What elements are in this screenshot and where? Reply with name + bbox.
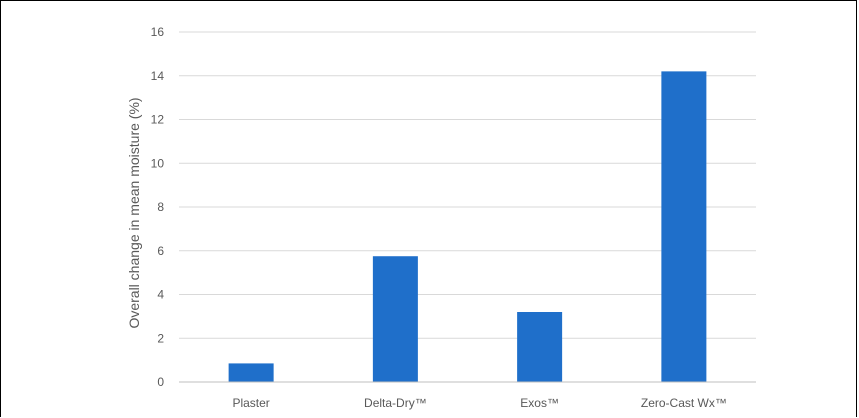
x-tick-label: Exos™ (520, 396, 559, 410)
x-tick-label: Plaster (232, 396, 269, 410)
y-tick-label: 12 (151, 113, 165, 127)
x-tick-label: Delta-Dry™ (364, 396, 427, 410)
bars (228, 71, 707, 382)
y-tick-label: 8 (157, 200, 164, 214)
x-tick-labels: Plaster Delta-Dry™ Exos™ Zero-Cast Wx™ (232, 396, 726, 410)
bar (517, 312, 563, 382)
y-tick-label: 2 (157, 331, 164, 345)
y-tick-label: 10 (151, 156, 165, 170)
y-tick-label: 0 (157, 375, 164, 389)
y-axis-title: Overall change in mean moisture (%) (126, 97, 142, 328)
y-tick-label: 4 (157, 288, 164, 302)
y-tick-label: 14 (151, 69, 165, 83)
y-tick-label: 6 (157, 244, 164, 258)
bar (661, 71, 707, 382)
x-tick-label: Zero-Cast Wx™ (641, 396, 727, 410)
y-tick-label: 16 (151, 25, 165, 39)
y-tick-labels: 0 2 4 6 8 10 12 14 16 (151, 25, 165, 389)
gridlines (179, 31, 756, 339)
bar (228, 363, 274, 382)
bar (372, 256, 418, 382)
